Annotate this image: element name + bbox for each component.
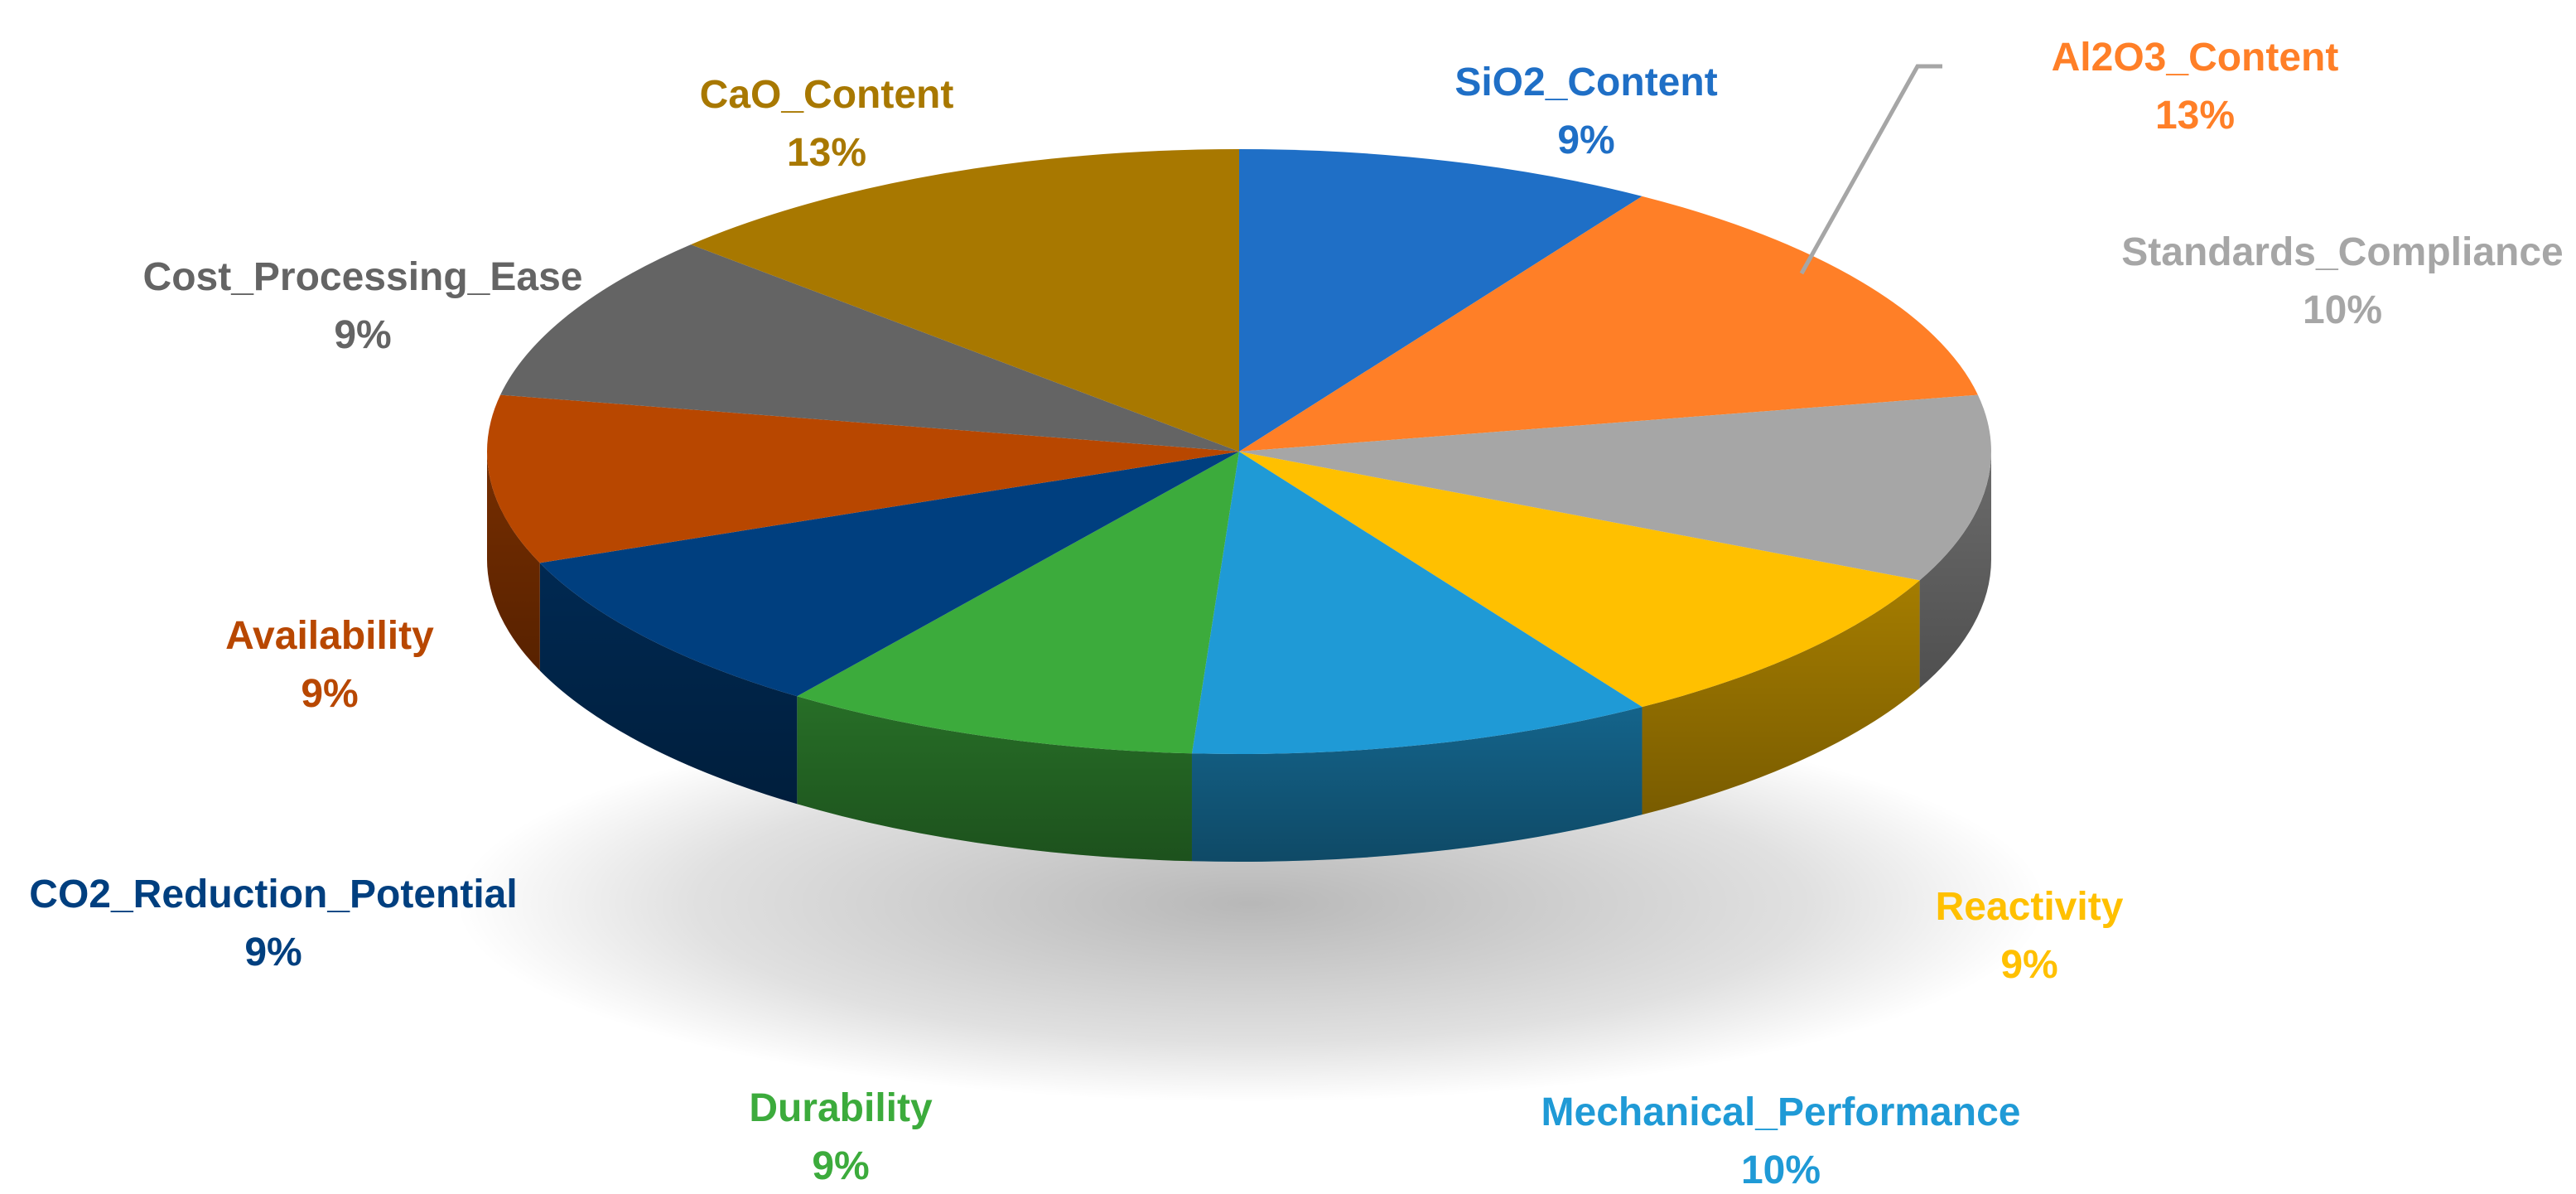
slice-standards-compliance[interactable] bbox=[1239, 394, 1991, 581]
slice-label-standards-compliance: Standards_Compliance bbox=[2121, 230, 2563, 274]
pie-side-layer bbox=[487, 452, 1991, 862]
slice-sio2-content[interactable] bbox=[1239, 149, 1643, 452]
slice-label-cao-content: CaO_Content bbox=[700, 73, 954, 117]
slice-cao-content[interactable] bbox=[691, 149, 1239, 452]
slice-side-shade bbox=[797, 696, 1192, 862]
slice-percent-reactivity: 9% bbox=[2000, 943, 2057, 987]
slice-percent-durability: 9% bbox=[812, 1144, 869, 1188]
slice-percent-standards-compliance: 10% bbox=[2303, 288, 2382, 332]
slice-percent-availability: 9% bbox=[301, 672, 358, 716]
slice-label-availability: Availability bbox=[225, 614, 434, 658]
slice-side-shade bbox=[539, 563, 798, 805]
slice-label-co2-reduction-potential: CO2_Reduction_Potential bbox=[29, 873, 517, 916]
slice-label-al2o3-content: Al2O3_Content bbox=[2052, 36, 2339, 80]
slice-reactivity[interactable] bbox=[1239, 452, 1920, 708]
slice-al2o3-content[interactable] bbox=[1239, 196, 1978, 452]
leader-lines bbox=[1799, 64, 1942, 275]
pie-top-layer bbox=[487, 149, 1991, 755]
slice-label-sio2-content: SiO2_Content bbox=[1454, 60, 1717, 104]
slice-percent-sio2-content: 9% bbox=[1557, 118, 1614, 162]
slice-durability[interactable] bbox=[797, 452, 1239, 754]
slice-percent-cao-content: 13% bbox=[787, 131, 866, 175]
leader-line-al2o3-content bbox=[1799, 64, 1942, 275]
slice-percent-cost-processing-ease: 9% bbox=[334, 313, 391, 357]
slice-label-durability: Durability bbox=[749, 1086, 933, 1130]
slice-label-mechanical-performance: Mechanical_Performance bbox=[1541, 1090, 2021, 1134]
slice-mechanical-performance[interactable] bbox=[1191, 452, 1643, 755]
slice-side-shade bbox=[487, 452, 540, 671]
slice-side-shade bbox=[1642, 580, 1920, 815]
slice-percent-co2-reduction-potential: 9% bbox=[244, 931, 301, 974]
slice-side-shade bbox=[1919, 452, 1991, 689]
slice-side-shade bbox=[1191, 707, 1643, 862]
slice-label-cost-processing-ease: Cost_Processing_Ease bbox=[143, 255, 583, 299]
slice-labels: SiO2_Content 9% Al2O3_Content 13% Standards_… bbox=[29, 36, 2563, 1192]
slice-label-reactivity: Reactivity bbox=[1936, 885, 2124, 929]
slice-cost-processing-ease[interactable] bbox=[500, 244, 1239, 452]
slice-co2-reduction-potential[interactable] bbox=[539, 452, 1239, 697]
slice-percent-mechanical-performance: 10% bbox=[1741, 1148, 1821, 1192]
slice-percent-al2o3-content: 13% bbox=[2155, 94, 2235, 138]
slice-availability[interactable] bbox=[487, 394, 1239, 563]
